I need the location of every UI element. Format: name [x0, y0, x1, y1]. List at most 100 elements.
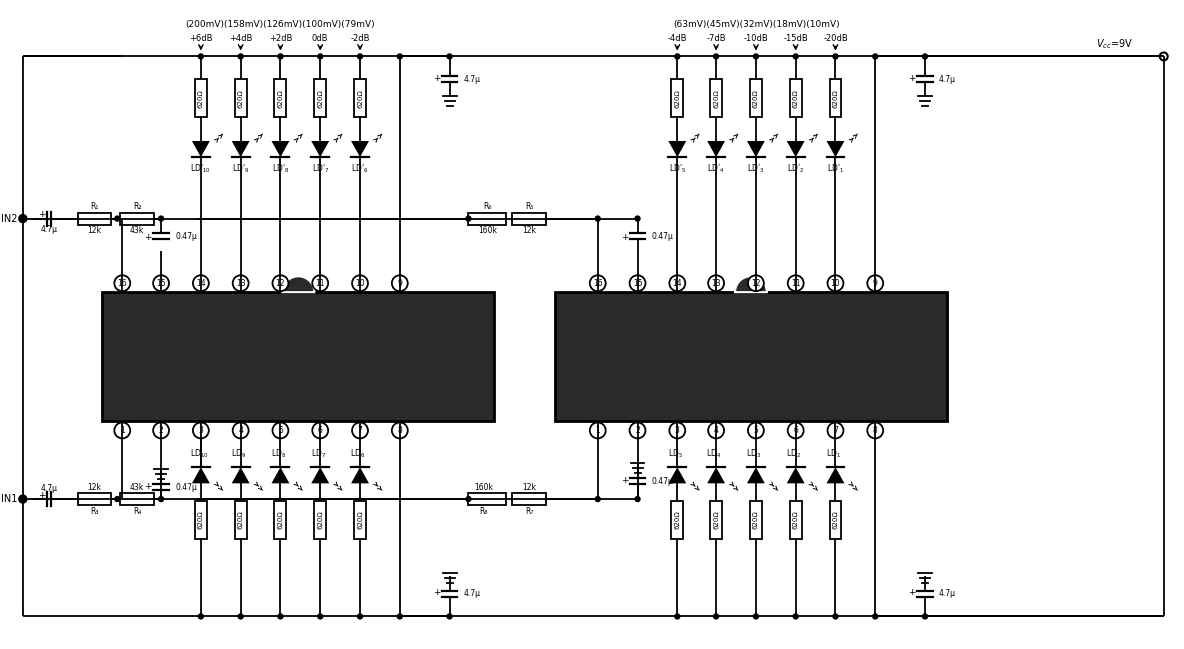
Text: +6dB: +6dB — [189, 34, 213, 43]
Text: LD$_8$: LD$_8$ — [271, 447, 287, 459]
Text: 620Ω: 620Ω — [277, 89, 283, 108]
Text: 13: 13 — [712, 278, 721, 288]
Text: +: + — [433, 588, 440, 597]
Polygon shape — [232, 141, 250, 157]
Text: 14: 14 — [197, 278, 206, 288]
Text: R₁: R₁ — [90, 202, 98, 211]
Circle shape — [317, 614, 323, 619]
Circle shape — [748, 422, 764, 438]
Circle shape — [317, 54, 323, 59]
Text: LD$'_5$: LD$'_5$ — [669, 163, 686, 175]
Bar — [195, 501, 207, 539]
Text: 8: 8 — [398, 426, 403, 435]
Circle shape — [1162, 54, 1166, 59]
Text: LD$'_{10}$: LD$'_{10}$ — [191, 163, 211, 175]
Bar — [121, 213, 154, 225]
Text: 11: 11 — [791, 278, 800, 288]
Bar — [234, 79, 246, 117]
Polygon shape — [352, 467, 369, 484]
Text: +: + — [144, 482, 152, 491]
Bar — [790, 501, 802, 539]
Polygon shape — [668, 141, 687, 157]
Circle shape — [714, 54, 719, 59]
Text: LD$'_9$: LD$'_9$ — [232, 163, 250, 175]
Text: 1: 1 — [120, 426, 124, 435]
Text: +: + — [908, 74, 915, 83]
Circle shape — [358, 54, 362, 59]
Text: +: + — [38, 491, 45, 500]
Text: LD$'_3$: LD$'_3$ — [747, 163, 765, 175]
Circle shape — [630, 422, 645, 438]
Text: 9: 9 — [873, 278, 877, 288]
Wedge shape — [735, 276, 767, 292]
Text: -10dB: -10dB — [744, 34, 768, 43]
Circle shape — [708, 275, 725, 291]
Text: 620Ω: 620Ω — [238, 89, 244, 108]
Text: 0dB: 0dB — [311, 34, 328, 43]
Circle shape — [630, 275, 645, 291]
Text: LD$'_1$: LD$'_1$ — [826, 163, 844, 175]
Circle shape — [466, 216, 471, 221]
Text: -20dB: -20dB — [823, 34, 848, 43]
Text: 0.47µ: 0.47µ — [651, 476, 674, 485]
Text: IN2: IN2 — [1, 214, 18, 223]
Text: 620Ω: 620Ω — [358, 89, 363, 108]
Text: 43k: 43k — [130, 226, 144, 235]
Text: 620Ω: 620Ω — [198, 89, 204, 108]
Circle shape — [828, 422, 843, 438]
Circle shape — [873, 614, 877, 619]
Text: 12: 12 — [751, 278, 760, 288]
Circle shape — [873, 54, 877, 59]
Bar — [513, 493, 546, 505]
Text: 8: 8 — [873, 426, 877, 435]
Circle shape — [787, 275, 804, 291]
Polygon shape — [707, 141, 725, 157]
Text: LD$'_4$: LD$'_4$ — [707, 163, 725, 175]
Circle shape — [834, 614, 838, 619]
Text: 620Ω: 620Ω — [317, 511, 323, 530]
Text: 10: 10 — [831, 278, 841, 288]
Text: 620Ω: 620Ω — [832, 89, 838, 108]
Circle shape — [590, 275, 606, 291]
Polygon shape — [668, 467, 687, 484]
Circle shape — [238, 54, 243, 59]
Wedge shape — [283, 276, 314, 292]
Circle shape — [19, 495, 27, 503]
Circle shape — [596, 216, 600, 221]
Circle shape — [159, 216, 163, 221]
Bar — [121, 493, 154, 505]
Bar — [710, 501, 722, 539]
Circle shape — [233, 275, 249, 291]
Polygon shape — [786, 467, 805, 484]
Text: (200mV)(158mV)(126mV)(100mV)(79mV): (200mV)(158mV)(126mV)(100mV)(79mV) — [186, 20, 375, 29]
Text: +2dB: +2dB — [269, 34, 292, 43]
Circle shape — [448, 614, 452, 619]
Text: 620Ω: 620Ω — [358, 511, 363, 530]
Bar — [275, 79, 287, 117]
Text: 3: 3 — [675, 426, 680, 435]
Circle shape — [448, 54, 452, 59]
Text: 13: 13 — [236, 278, 245, 288]
Text: 620Ω: 620Ω — [753, 89, 759, 108]
Polygon shape — [707, 467, 725, 484]
Text: +: + — [620, 233, 629, 242]
Polygon shape — [192, 467, 210, 484]
Text: 43k: 43k — [130, 483, 144, 492]
Text: LD$_6$: LD$_6$ — [350, 447, 366, 459]
Text: R₄: R₄ — [133, 506, 141, 515]
Text: 620Ω: 620Ω — [317, 89, 323, 108]
Circle shape — [153, 422, 169, 438]
Circle shape — [352, 422, 368, 438]
Circle shape — [753, 614, 759, 619]
Bar — [469, 493, 507, 505]
Text: 12k: 12k — [88, 226, 102, 235]
Circle shape — [708, 422, 725, 438]
Circle shape — [272, 422, 289, 438]
Circle shape — [787, 422, 804, 438]
Text: -7dB: -7dB — [707, 34, 726, 43]
Circle shape — [352, 275, 368, 291]
Text: 16: 16 — [593, 278, 603, 288]
Polygon shape — [311, 467, 329, 484]
Text: 0.47µ: 0.47µ — [175, 232, 197, 241]
Bar — [314, 79, 327, 117]
